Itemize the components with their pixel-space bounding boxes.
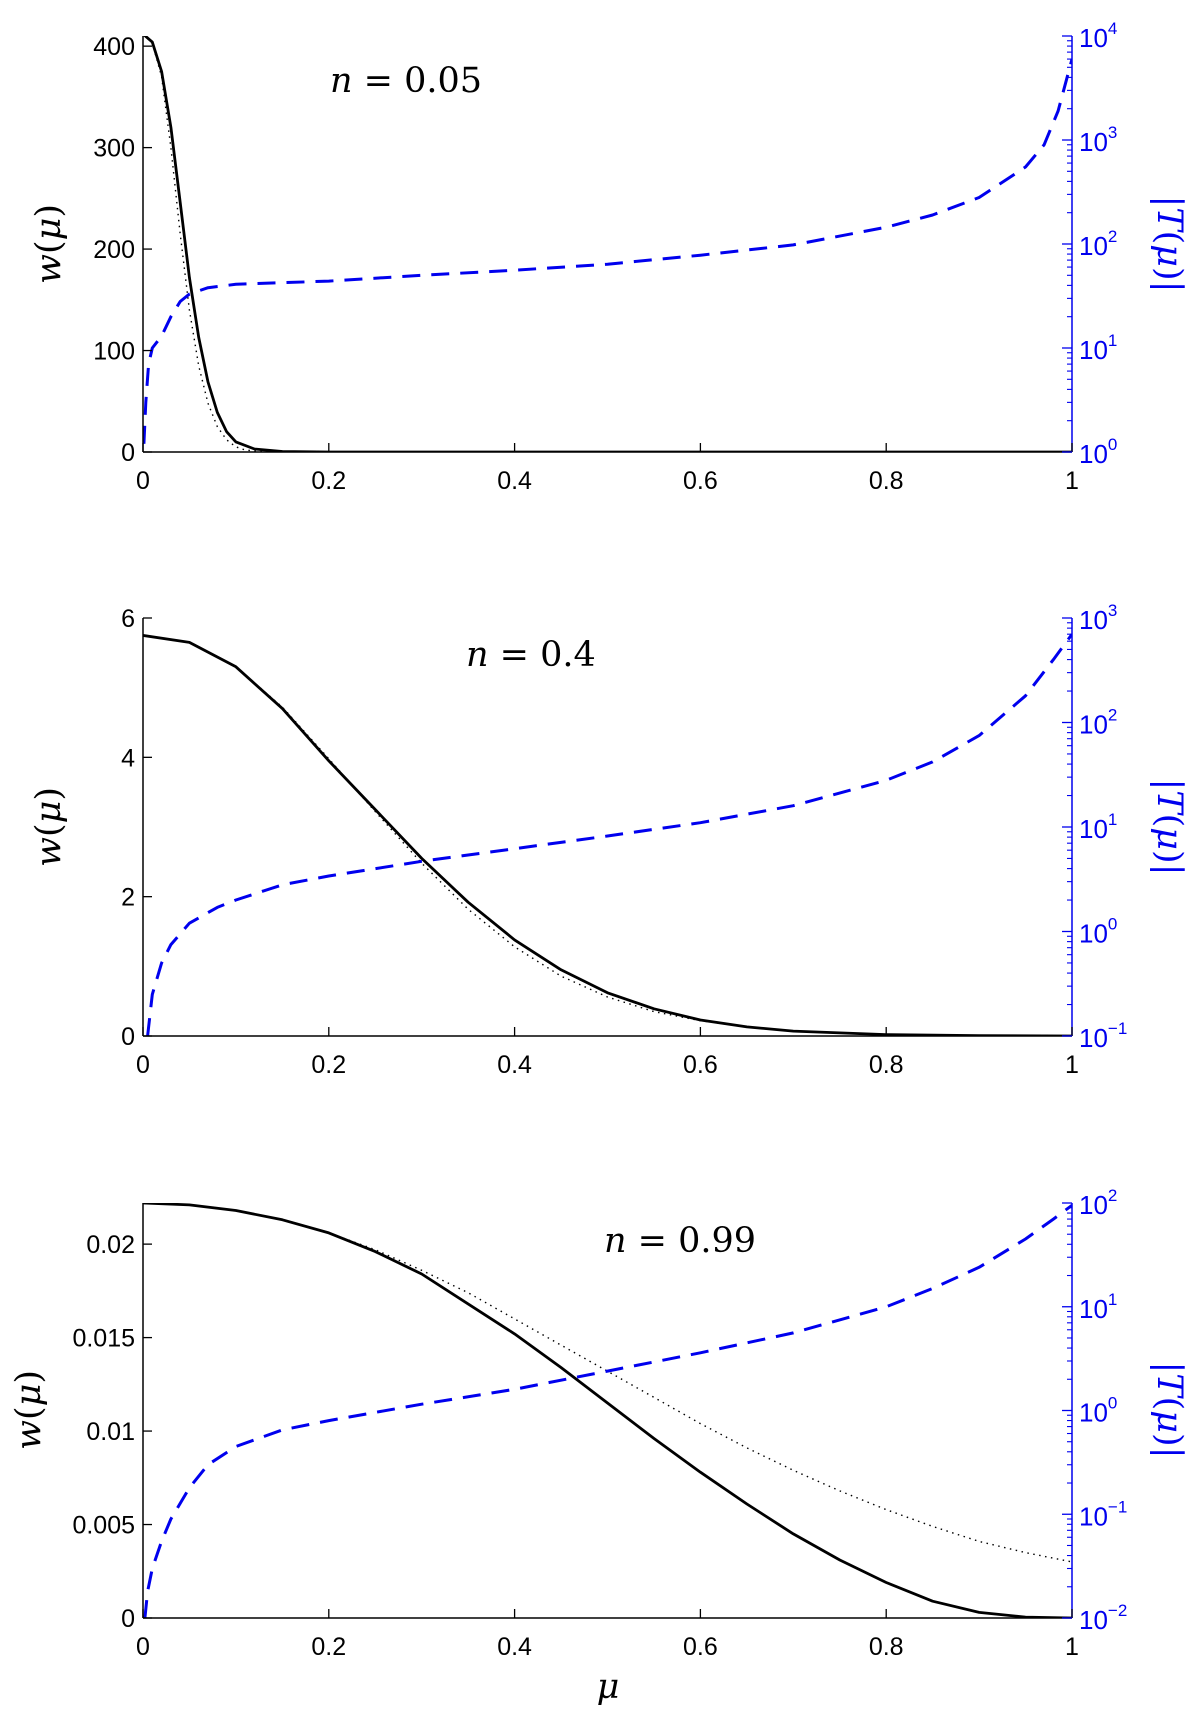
p3-y-tick-label: 0	[121, 1605, 135, 1633]
p2-x-tick-label: 0.4	[497, 1051, 532, 1079]
p3-y-tick-label: 0.005	[72, 1512, 135, 1540]
p1-x-tick-label: 0.6	[683, 467, 718, 495]
p2-x-tick-label: 0.8	[869, 1051, 904, 1079]
p3-x-tick-label: 1	[1065, 1633, 1079, 1661]
p1-y2-tick-label: 101	[1079, 331, 1117, 365]
panel-1-annotation: n = 0.05	[330, 61, 482, 101]
p2-x-tick-label: 0.2	[311, 1051, 346, 1079]
p2-y-tick-label: 2	[121, 884, 135, 912]
p3-y2-tick-label: 102	[1079, 1186, 1117, 1220]
p3-y-tick-label: 0.02	[86, 1231, 135, 1259]
panel-1: 0 0.2 0.4 0.6 0.8 1 0 100 200 300 400 100 101 102 103 1…	[29, 19, 1189, 495]
panel-3-ylabel: w(μ)	[9, 1370, 49, 1450]
p3-t-curve-dashed	[143, 1204, 1072, 1618]
p3-y-tick-label: 0.015	[72, 1325, 135, 1353]
p2-t-curve-dashed	[146, 633, 1072, 1036]
p2-w-curve-solid	[143, 634, 1072, 1036]
panel-3: 0 0.2 0.4 0.6 0.8 1 0 0.005 0.01 0.015 0.02 10−2 10−…	[9, 1186, 1189, 1707]
panel-2-ylabel-right: |T(μ)|	[1149, 778, 1189, 875]
p1-y-tick-label: 300	[93, 135, 135, 163]
p1-y2-tick-label: 100	[1079, 435, 1117, 469]
p2-y2-tick-label: 10−1	[1079, 1019, 1127, 1053]
p3-x-tick-label: 0.2	[311, 1633, 346, 1661]
p3-x-tick-label: 0.8	[869, 1633, 904, 1661]
p3-y2-tick-label: 101	[1079, 1290, 1117, 1324]
p2-w-curve-dotted	[143, 634, 1072, 1036]
p1-y2-tick-label: 104	[1079, 19, 1117, 53]
p2-y-tick-label: 4	[121, 744, 135, 772]
p3-x-tick-label: 0.4	[497, 1633, 532, 1661]
p1-y-tick-label: 0	[121, 439, 135, 467]
p1-y2-tick-label: 103	[1079, 123, 1117, 157]
p1-x-tick-label: 0.2	[311, 467, 346, 495]
p1-y-tick-label: 400	[93, 33, 135, 61]
panel-3-xlabel: μ	[597, 1667, 620, 1707]
plot-layer-1: 0 0.2 0.4 0.6 0.8 1 0 100 200 300 400 100 101 102 103 1…	[93, 19, 1117, 495]
p1-w-curve-dotted	[144, 36, 1072, 452]
p3-y-tick-label: 0.01	[86, 1418, 135, 1446]
p1-x-tick-label: 0.4	[497, 467, 532, 495]
p1-y2-tick-label: 102	[1079, 227, 1117, 261]
p3-x-tick-label: 0.6	[683, 1633, 718, 1661]
p2-x-tick-label: 0	[136, 1051, 150, 1079]
panel-2-annotation: n = 0.4	[466, 635, 596, 675]
panel-3-ylabel-right: |T(μ)|	[1149, 1361, 1189, 1458]
p3-y2-tick-label: 10−1	[1079, 1497, 1127, 1531]
p1-y-tick-label: 100	[93, 338, 135, 366]
panel-2-ylabel: w(μ)	[29, 787, 69, 867]
p2-y-tick-label: 0	[121, 1023, 135, 1051]
p1-x-tick-label: 0.8	[869, 467, 904, 495]
p3-w-curve-dotted	[143, 1203, 1072, 1563]
p3-y2-tick-label: 10−2	[1079, 1601, 1127, 1635]
p2-y2-tick-label: 103	[1079, 601, 1117, 635]
p1-x-tick-label: 0	[136, 467, 150, 495]
p2-x-tick-label: 0.6	[683, 1051, 718, 1079]
p1-w-curve-solid	[143, 36, 1072, 452]
p3-y2-tick-label: 100	[1079, 1394, 1117, 1428]
p2-y2-tick-label: 102	[1079, 706, 1117, 740]
p1-y-tick-label: 200	[93, 236, 135, 264]
p2-y-tick-label: 6	[121, 605, 135, 633]
panel-1-ylabel: w(μ)	[29, 204, 69, 284]
panel-3-annotation: n = 0.99	[604, 1221, 756, 1261]
panel-1-ylabel-right: |T(μ)|	[1149, 195, 1189, 292]
p1-x-tick-label: 1	[1065, 467, 1079, 495]
p2-y2-tick-label: 100	[1079, 915, 1117, 949]
plot-layer-3: 0 0.2 0.4 0.6 0.8 1 0 0.005 0.01 0.015 0.02 10−2 10−…	[72, 1186, 1127, 1661]
p2-x-tick-label: 1	[1065, 1051, 1079, 1079]
p3-x-tick-label: 0	[136, 1633, 150, 1661]
p2-y2-tick-label: 101	[1079, 810, 1117, 844]
